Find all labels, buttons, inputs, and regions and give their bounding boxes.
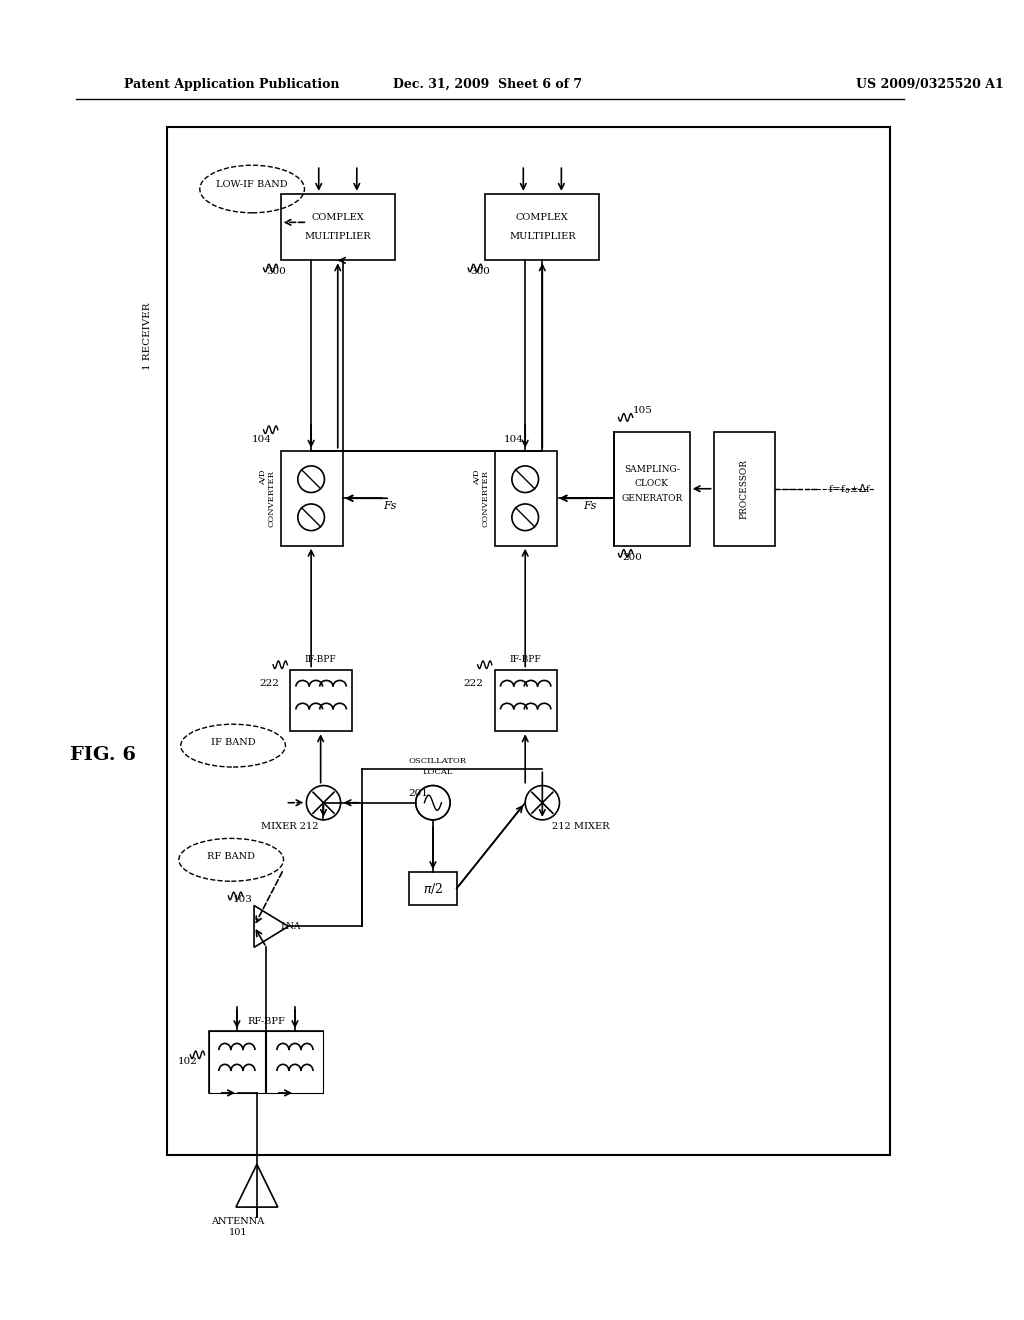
- Text: RF-BPF: RF-BPF: [248, 1016, 286, 1026]
- Text: 104: 104: [252, 434, 271, 444]
- Text: LOW-IF BAND: LOW-IF BAND: [216, 180, 288, 189]
- Bar: [281, 450, 342, 546]
- Text: IF-BPF: IF-BPF: [509, 656, 541, 664]
- Bar: [209, 1031, 324, 1093]
- Text: FIG. 6: FIG. 6: [70, 746, 136, 764]
- Text: LNA: LNA: [281, 921, 301, 931]
- Text: OSCILLATOR: OSCILLATOR: [409, 756, 467, 764]
- Bar: [290, 669, 352, 731]
- Text: LOCAL: LOCAL: [423, 768, 453, 776]
- Text: PROCESSOR: PROCESSOR: [739, 459, 749, 519]
- Text: Fs: Fs: [583, 500, 597, 511]
- Text: 1 RECEIVER: 1 RECEIVER: [143, 302, 152, 370]
- Bar: [410, 873, 457, 906]
- Circle shape: [298, 466, 325, 492]
- Circle shape: [512, 504, 539, 531]
- Text: IF BAND: IF BAND: [211, 738, 255, 747]
- Text: CLOCK: CLOCK: [635, 479, 669, 488]
- Text: ANTENNA: ANTENNA: [211, 1217, 264, 1226]
- Bar: [613, 432, 690, 546]
- Text: MULTIPLIER: MULTIPLIER: [304, 232, 371, 242]
- Text: A/D
CONVERTER: A/D CONVERTER: [473, 470, 490, 527]
- Text: 300: 300: [471, 268, 490, 276]
- Circle shape: [416, 785, 450, 820]
- Bar: [266, 1031, 324, 1093]
- Text: 104: 104: [504, 434, 523, 444]
- Text: GENERATOR: GENERATOR: [622, 494, 682, 503]
- Text: RF BAND: RF BAND: [207, 853, 255, 862]
- Text: 212 MIXER: 212 MIXER: [552, 822, 609, 832]
- Bar: [281, 194, 395, 260]
- Text: US 2009/0325520 A1: US 2009/0325520 A1: [856, 78, 1005, 91]
- Text: Fs: Fs: [383, 500, 397, 511]
- Text: 200: 200: [623, 553, 643, 562]
- Text: 300: 300: [266, 268, 286, 276]
- Text: 103: 103: [232, 895, 253, 904]
- Bar: [495, 450, 557, 546]
- Polygon shape: [236, 1164, 278, 1206]
- Bar: [495, 669, 557, 731]
- Polygon shape: [254, 906, 289, 948]
- Text: 101: 101: [228, 1229, 247, 1237]
- Circle shape: [525, 785, 559, 820]
- Bar: [485, 194, 599, 260]
- Text: MULTIPLIER: MULTIPLIER: [509, 232, 575, 242]
- Bar: [209, 1031, 264, 1093]
- Circle shape: [306, 785, 341, 820]
- Text: MIXER 212: MIXER 212: [261, 822, 318, 832]
- Text: Dec. 31, 2009  Sheet 6 of 7: Dec. 31, 2009 Sheet 6 of 7: [392, 78, 582, 91]
- Text: Patent Application Publication: Patent Application Publication: [124, 78, 339, 91]
- Text: 105: 105: [632, 407, 652, 416]
- Circle shape: [512, 466, 539, 492]
- Text: SAMPLING-: SAMPLING-: [624, 465, 680, 474]
- Text: 102: 102: [178, 1057, 198, 1067]
- Text: COMPLEX: COMPLEX: [516, 213, 568, 222]
- Text: $\pi$/2: $\pi$/2: [423, 880, 443, 896]
- Bar: [167, 127, 890, 1155]
- Circle shape: [298, 504, 325, 531]
- Text: COMPLEX: COMPLEX: [311, 213, 365, 222]
- Text: A/D
CONVERTER: A/D CONVERTER: [259, 470, 275, 527]
- Text: IF-BPF: IF-BPF: [305, 656, 337, 664]
- Text: f=f$_0$±$\Delta$f: f=f$_0$±$\Delta$f: [827, 482, 871, 495]
- Bar: [714, 432, 775, 546]
- Text: 222: 222: [259, 680, 279, 688]
- Text: 201: 201: [409, 789, 429, 797]
- Text: 222: 222: [464, 680, 483, 688]
- Circle shape: [416, 785, 450, 820]
